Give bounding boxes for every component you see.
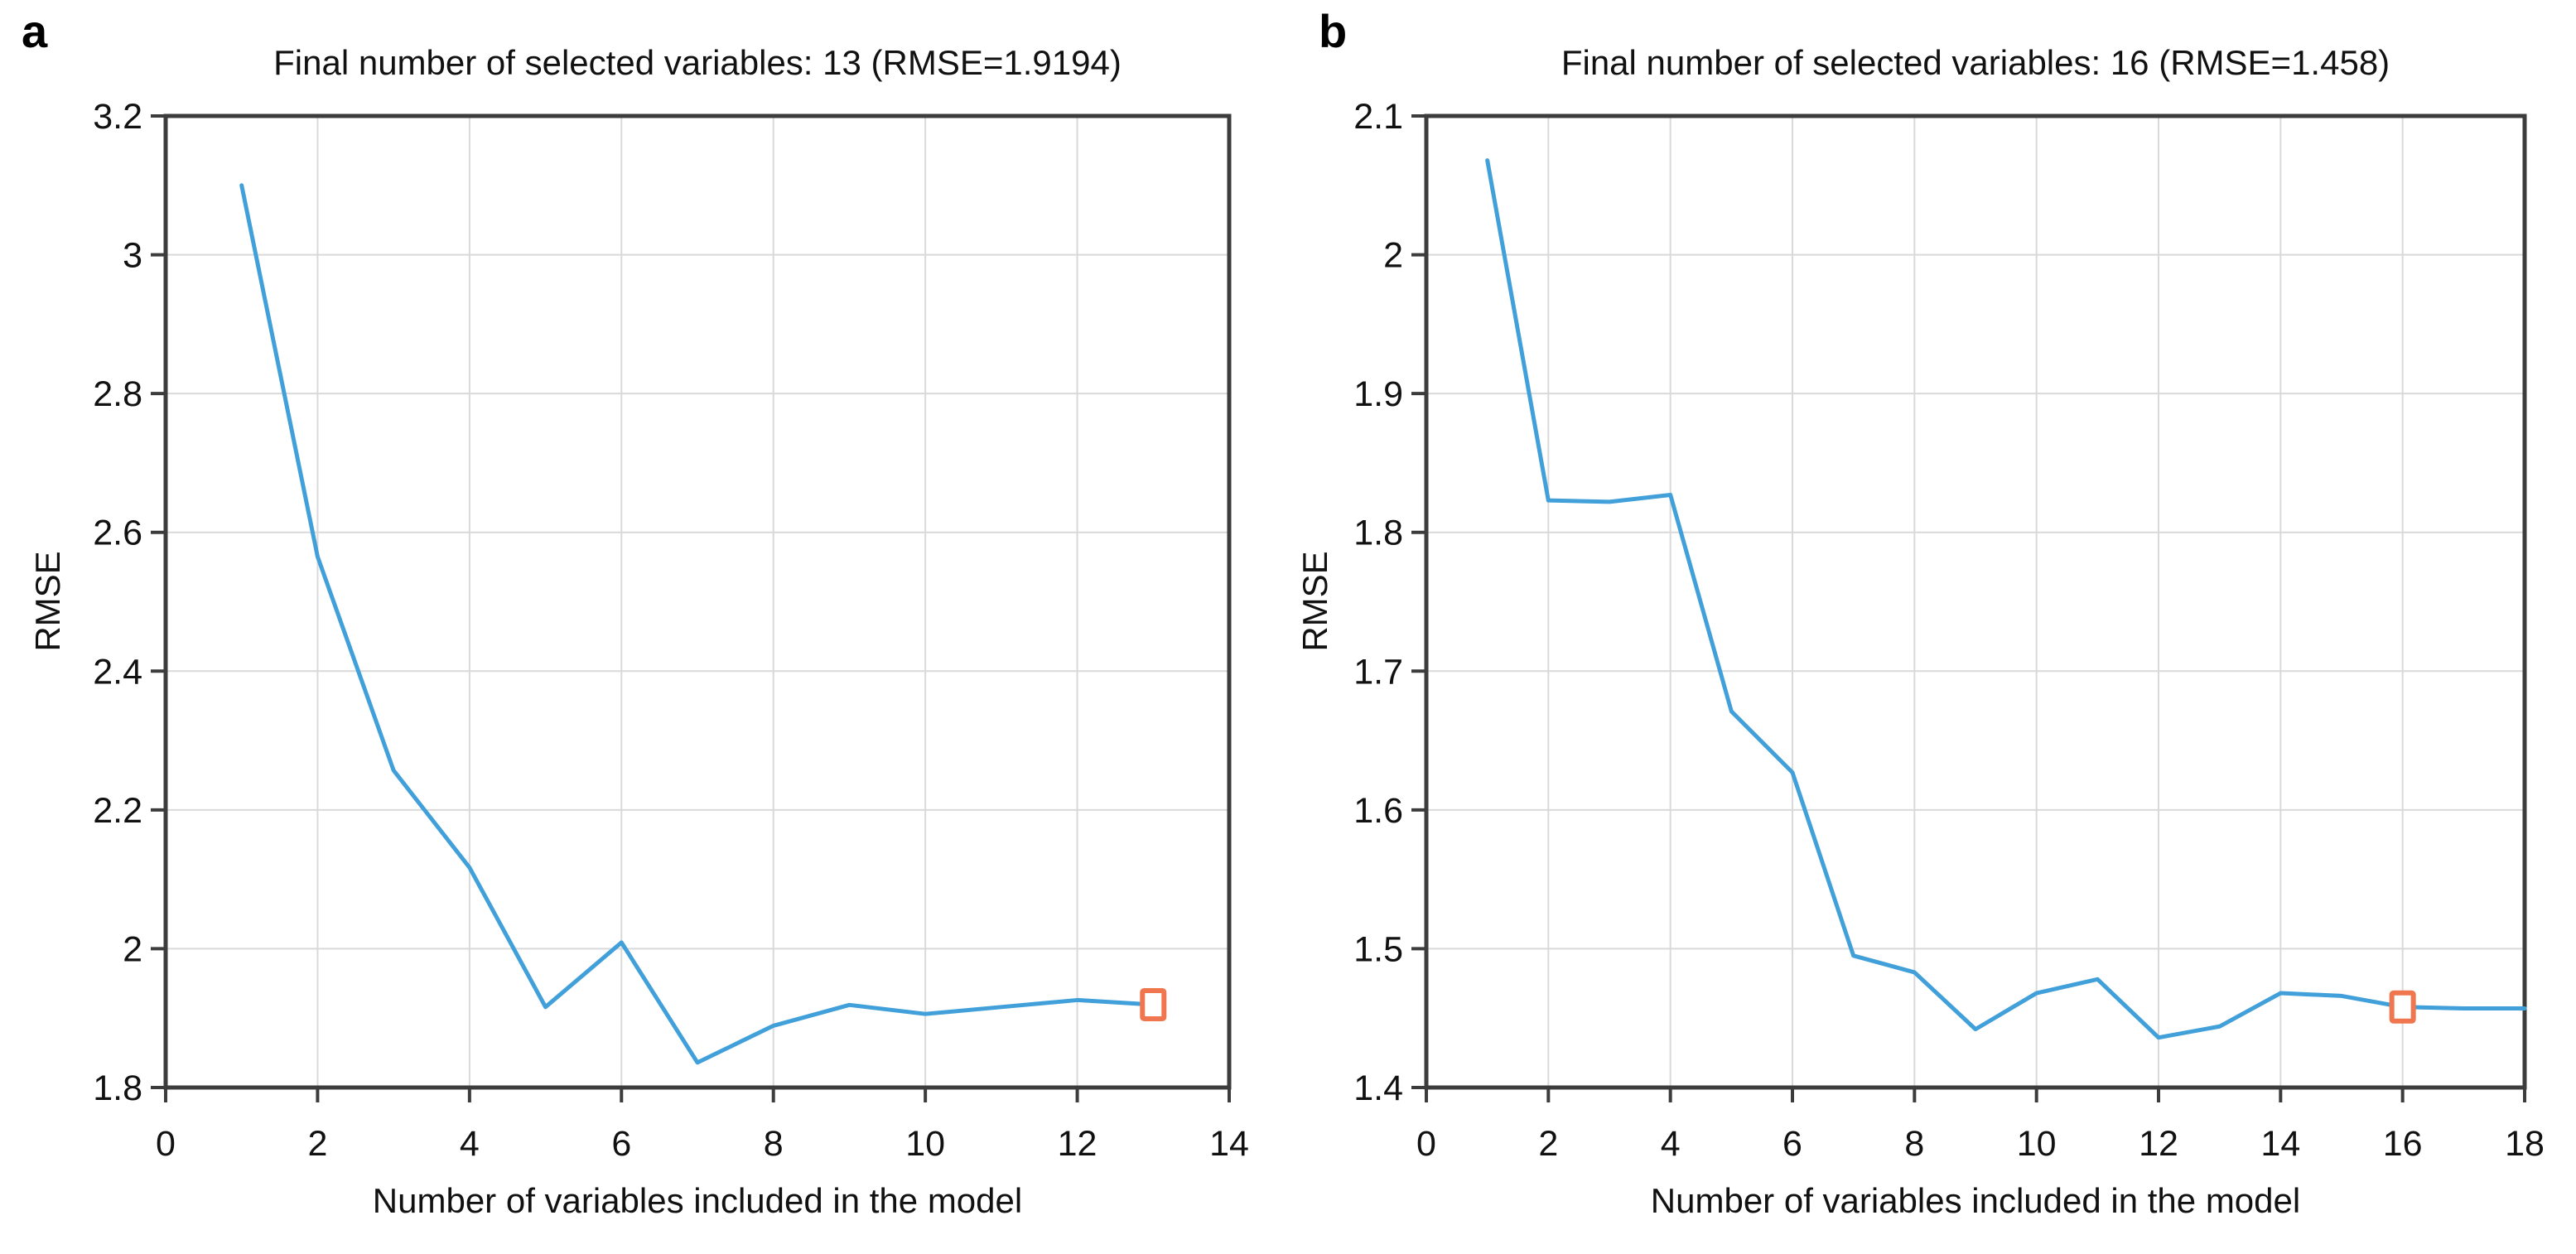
panel-a-letter: a [22,5,48,57]
x-tick-label-a: 4 [460,1124,480,1164]
y-tick-label-b: 1.5 [1353,929,1403,969]
y-tick-label-a: 2.2 [93,791,142,831]
x-tick-label-b: 6 [1782,1124,1802,1164]
panel-b-title: Final number of selected variables: 16 (… [1561,43,2390,82]
final-point-marker-b [2389,990,2416,1024]
axes-frame-a [163,113,1232,1090]
panel-b-x-axis-label: Number of variables included in the mode… [1650,1181,2301,1220]
panel-a-title: Final number of selected variables: 13 (… [273,43,1122,82]
y-tick-label-b: 1.9 [1353,374,1403,414]
panel-a-x-axis-label: Number of variables included in the mode… [372,1181,1023,1220]
rmse-line-a [239,183,1155,1065]
x-tick-label-a: 14 [1209,1124,1249,1164]
y-tick-label-a: 3 [123,236,142,276]
y-tick-label-a: 2 [123,929,142,969]
y-tick-label-b: 1.6 [1353,791,1403,831]
rmse-line-b [1485,158,2527,1040]
x-tick-label-a: 6 [611,1124,631,1164]
x-tick-label-b: 0 [1416,1124,1436,1164]
x-tick-label-a: 0 [156,1124,176,1164]
y-tick-label-a: 2.6 [93,514,142,553]
panel-b-y-axis-label: RMSE [1295,551,1334,652]
x-tick-label-b: 18 [2505,1124,2545,1164]
y-tick-label-a: 2.4 [93,652,142,692]
x-tick-label-b: 16 [2383,1124,2423,1164]
y-tick-label-b: 2.1 [1353,97,1403,137]
axes-frame-b [1424,113,2527,1090]
x-tick-label-b: 14 [2260,1124,2300,1164]
x-tick-label-a: 2 [307,1124,327,1164]
y-tick-label-b: 1.4 [1353,1068,1403,1108]
y-tick-label-b: 1.7 [1353,652,1403,692]
x-tick-label-a: 12 [1058,1124,1097,1164]
x-tick-label-b: 10 [2017,1124,2057,1164]
y-tick-label-b: 1.8 [1353,514,1403,553]
x-tick-label-b: 12 [2139,1124,2178,1164]
y-tick-label-a: 3.2 [93,97,142,137]
panel-a-y-axis-label: RMSE [28,551,67,652]
x-tick-label-b: 4 [1661,1124,1681,1164]
panel-b-letter: b [1319,5,1348,57]
final-point-marker-a [1140,987,1167,1021]
y-tick-label-a: 1.8 [93,1068,142,1108]
x-tick-label-b: 8 [1904,1124,1924,1164]
x-tick-label-a: 10 [905,1124,945,1164]
x-tick-label-a: 8 [764,1124,784,1164]
y-tick-label-a: 2.8 [93,374,142,414]
y-tick-label-b: 2 [1383,236,1403,276]
x-tick-label-b: 2 [1538,1124,1558,1164]
